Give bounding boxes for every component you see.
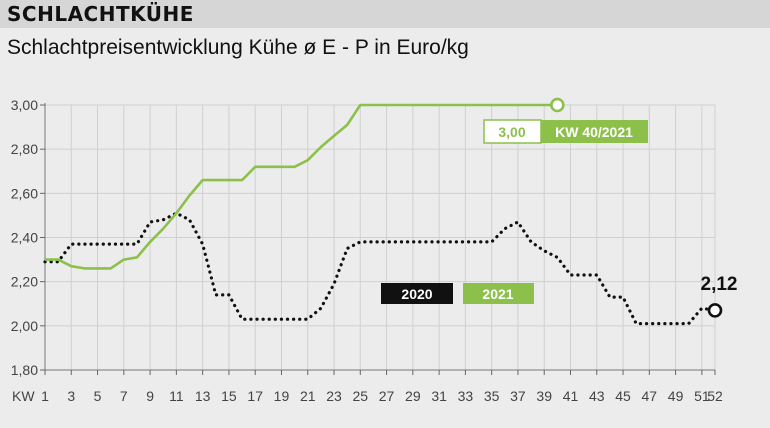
- x-tick-label: 29: [405, 388, 421, 404]
- y-tick-label: 2,00: [11, 318, 38, 334]
- chart-subtitle: Schlachtpreisentwicklung Kühe ø E - P in…: [7, 36, 469, 59]
- x-axis-ticks: 1 3 5 7 9 11 13 15 17 19 21 23 25 27 29 31 33 35 37 39 41 43 4…: [41, 370, 723, 404]
- series-lines: [43, 97, 723, 326]
- x-tick-label: 35: [484, 388, 500, 404]
- legend-label-2020: 2020: [401, 286, 432, 302]
- endpoint-marker-2021: [550, 97, 565, 113]
- x-tick-label: 11: [169, 388, 184, 404]
- x-tick-label: 3: [67, 388, 75, 404]
- grid-lines: [44, 104, 716, 371]
- header-band: [0, 0, 770, 28]
- annotation-label-box: [541, 120, 648, 143]
- annotation-label-2021: KW 40/2021: [555, 124, 633, 140]
- y-tick-label: 2,80: [11, 141, 38, 157]
- y-tick-label: 2,40: [11, 230, 38, 246]
- x-tick-label: 15: [221, 388, 237, 404]
- series-line-2020: [43, 211, 717, 326]
- x-tick-label: 5: [94, 388, 102, 404]
- x-tick-label: 45: [615, 388, 631, 404]
- y-tick-label: 2,20: [11, 274, 38, 290]
- x-tick-label: 49: [668, 388, 684, 404]
- y-tick-label: 3,00: [11, 97, 38, 113]
- legend: 2020 2021: [381, 283, 534, 304]
- y-tick-label: 1,80: [11, 362, 38, 378]
- x-tick-label: 31: [431, 388, 447, 404]
- annotation-2021: 3,00 KW 40/2021: [483, 119, 648, 144]
- axes: [44, 103, 715, 371]
- x-axis-label: KW: [12, 388, 35, 404]
- x-tick-label: 1: [41, 388, 49, 404]
- x-tick-label: 23: [326, 388, 342, 404]
- series-line-2021: [45, 103, 558, 270]
- legend-swatch-2020: [381, 283, 453, 304]
- x-tick-label: 17: [247, 388, 263, 404]
- x-tick-label: 41: [563, 388, 579, 404]
- x-tick-label: 43: [589, 388, 605, 404]
- x-tick-label: 39: [536, 388, 552, 404]
- x-tick-label: 21: [300, 388, 316, 404]
- page-title: SCHLACHTKÜHE: [7, 2, 194, 26]
- x-tick-label: 19: [274, 388, 290, 404]
- x-tick-label: 13: [195, 388, 211, 404]
- x-tick-label: 7: [120, 388, 128, 404]
- y-tick-label: 2,60: [11, 185, 38, 201]
- y-axis-ticks: 1,80 2,00 2,20 2,40 2,60 2,80 3,00: [11, 97, 45, 378]
- annotation-value-2021: 3,00: [498, 124, 525, 140]
- annotation-value-2020: 2,12: [701, 274, 738, 295]
- x-tick-label: 52: [707, 388, 723, 404]
- x-tick-label: 37: [510, 388, 526, 404]
- x-tick-label: 25: [353, 388, 369, 404]
- x-tick-label: 33: [458, 388, 474, 404]
- legend-label-2021: 2021: [482, 286, 513, 302]
- legend-swatch-2021: [463, 283, 534, 304]
- x-tick-label: 47: [642, 388, 658, 404]
- x-tick-label: 51: [694, 388, 710, 404]
- endpoint-marker-2020: [707, 303, 723, 318]
- x-tick-label: 9: [146, 388, 154, 404]
- x-tick-label: 27: [379, 388, 395, 404]
